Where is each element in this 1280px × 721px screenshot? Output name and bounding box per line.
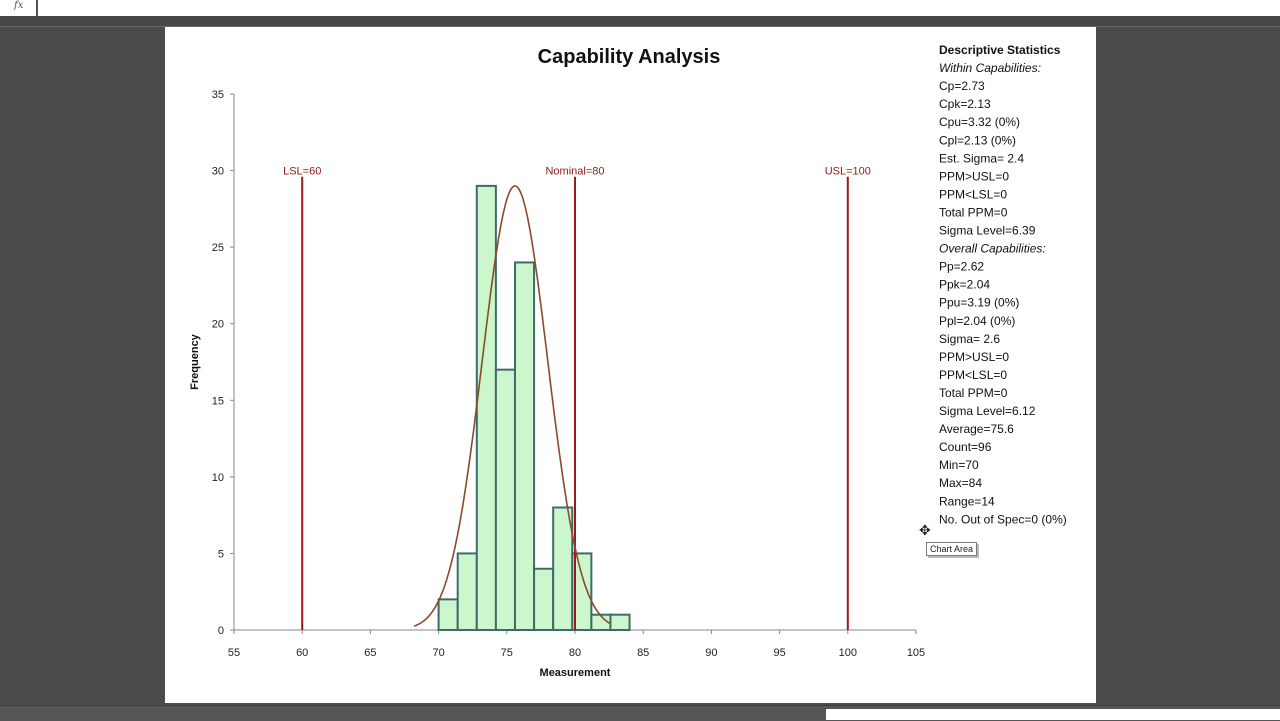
stat-line: Ppl=2.04 (0%) [939,314,1015,328]
stat-line: Pp=2.62 [939,260,984,274]
histogram-bar [494,368,516,631]
stat-line: PPM<LSL=0 [939,368,1007,382]
column-header-strip [0,16,1280,27]
histogram-bar [552,506,574,631]
spec-line-label: USL=100 [825,166,871,178]
chart-area-tooltip: Chart Area [926,542,978,556]
stat-line: Sigma Level=6.12 [939,404,1036,418]
spec-line-label: Nominal=80 [545,166,604,178]
stat-line: Range=14 [939,494,995,508]
y-tick-label: 5 [218,548,224,560]
y-tick-label: 10 [212,472,224,484]
stat-line: Ppk=2.04 [939,278,990,292]
horizontal-scrollbar[interactable] [826,709,1280,720]
stat-line: Max=84 [939,476,982,490]
x-axis-label: Measurement [540,667,611,679]
x-tick-label: 85 [637,647,649,659]
histogram-bar [513,261,536,631]
formula-bar-divider [36,0,38,17]
x-tick-label: 100 [839,647,857,659]
stat-line: Sigma= 2.6 [939,332,1000,346]
x-tick-label: 55 [228,647,240,659]
y-axis: 0 5 10 15 20 25 30 35 [212,89,235,637]
chart-area[interactable]: Capability Analysis 0 5 10 15 20 25 30 35 55 60 6… [165,27,1096,703]
x-tick-label: 105 [907,647,925,659]
fx-icon[interactable]: fx [14,0,24,11]
histogram-bar [456,552,478,632]
stat-line: PPM<LSL=0 [939,187,1007,201]
x-tick-label: 80 [569,647,581,659]
within-capabilities-heading: Within Capabilities: [939,61,1041,75]
x-tick-label: 60 [296,647,308,659]
descriptive-statistics-panel: Descriptive Statistics Within Capabilitie… [939,43,1067,526]
move-cursor-icon: ✥ [919,522,931,538]
stat-line: Est. Sigma= 2.4 [939,151,1024,165]
y-tick-label: 0 [218,625,224,637]
x-tick-label: 65 [364,647,376,659]
stat-line: PPM>USL=0 [939,169,1009,183]
stat-line: Total PPM=0 [939,386,1008,400]
stat-line: No. Out of Spec=0 (0%) [939,512,1067,526]
histogram-bar [609,613,631,632]
stat-line: Sigma Level=6.39 [939,224,1036,238]
x-tick-label: 95 [773,647,785,659]
stat-line: Count=96 [939,440,992,454]
x-axis: 55 60 65 70 75 80 85 90 95 100 105 [228,629,925,659]
histogram-bar [533,567,555,631]
y-tick-label: 35 [212,89,224,101]
stats-heading: Descriptive Statistics [939,43,1061,57]
stat-line: Total PPM=0 [939,205,1008,219]
x-tick-label: 90 [705,647,717,659]
stat-line: Cpu=3.32 (0%) [939,115,1020,129]
spec-line-label: LSL=60 [283,166,321,178]
stat-line: PPM>USL=0 [939,350,1009,364]
x-tick-label: 75 [501,647,513,659]
overall-capabilities-heading: Overall Capabilities: [939,242,1046,256]
histogram-bar [571,552,593,632]
spec-lines: LSL=60 Nominal=80 USL=100 [283,166,871,630]
chart-title: Capability Analysis [538,46,721,68]
capability-chart[interactable]: Capability Analysis 0 5 10 15 20 25 30 35 55 60 6… [165,27,1096,703]
stat-line: Cp=2.73 [939,79,985,93]
y-tick-label: 25 [212,242,224,254]
stat-line: Cpl=2.13 (0%) [939,133,1016,147]
y-tick-label: 30 [212,166,224,178]
y-tick-label: 20 [212,319,224,331]
stat-line: Cpk=2.13 [939,97,991,111]
y-tick-label: 15 [212,395,224,407]
stat-line: Average=75.6 [939,422,1014,436]
y-axis-label: Frequency [189,333,201,390]
histogram-bar [475,184,497,631]
formula-bar[interactable]: fx [0,0,1280,17]
stat-line: Min=70 [939,458,979,472]
normal-curve [413,185,611,627]
histogram-bar [437,598,459,631]
x-tick-label: 70 [432,647,444,659]
stat-line: Ppu=3.19 (0%) [939,296,1019,310]
